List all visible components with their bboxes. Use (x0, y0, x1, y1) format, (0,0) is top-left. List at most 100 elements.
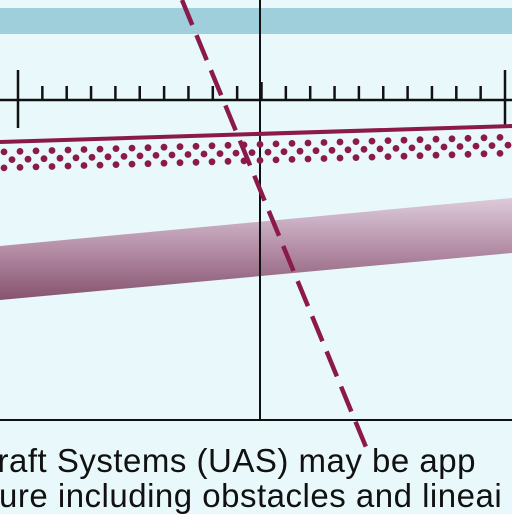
dot (345, 146, 352, 153)
caption-line-1: rcraft Systems (UAS) may be app (0, 443, 512, 479)
dot (113, 145, 120, 152)
dot (433, 136, 440, 143)
dot (225, 142, 232, 149)
dot (49, 147, 56, 154)
dot (153, 152, 160, 159)
dot (193, 143, 200, 150)
dot (497, 150, 504, 157)
dot (369, 138, 376, 145)
dot (353, 138, 360, 145)
dot (17, 148, 24, 155)
dot (209, 158, 216, 165)
dot (377, 146, 384, 153)
dot (161, 144, 168, 151)
dot (425, 144, 432, 151)
dot (369, 154, 376, 161)
dot (177, 143, 184, 150)
dot (105, 153, 112, 160)
caption-line-2: ure including obstacles and lineai (0, 478, 512, 514)
dot (193, 159, 200, 166)
dot (73, 154, 80, 161)
dot (81, 162, 88, 169)
dot (449, 151, 456, 158)
dot (201, 151, 208, 158)
dot (17, 164, 24, 171)
dot (313, 147, 320, 154)
dot (1, 149, 8, 156)
dot (401, 153, 408, 160)
dot (129, 145, 136, 152)
dot (97, 162, 104, 169)
dot (321, 139, 328, 146)
dot (161, 160, 168, 167)
dot (401, 137, 408, 144)
dot (321, 155, 328, 162)
dot (225, 158, 232, 165)
dot (1, 165, 8, 172)
dot (273, 157, 280, 164)
dot (361, 146, 368, 153)
dot (441, 144, 448, 151)
dot (497, 134, 504, 141)
dot (137, 153, 144, 160)
dot (481, 150, 488, 157)
dot (145, 144, 152, 151)
dot (33, 164, 40, 171)
dot (433, 152, 440, 159)
sloped-gradient-band (0, 198, 512, 300)
dot (65, 163, 72, 170)
dot (417, 152, 424, 159)
dot (385, 153, 392, 160)
dot (329, 147, 336, 154)
dot (89, 154, 96, 161)
dot (305, 140, 312, 147)
dot (449, 135, 456, 142)
dot (33, 148, 40, 155)
dot (97, 146, 104, 153)
dot (265, 149, 272, 156)
dot (145, 160, 152, 167)
dot (129, 161, 136, 168)
dot (457, 143, 464, 150)
dot (505, 142, 512, 149)
dot (481, 134, 488, 141)
dot (337, 155, 344, 162)
dot (353, 154, 360, 161)
dot (233, 150, 240, 157)
dot (465, 151, 472, 158)
dot (281, 148, 288, 155)
dot (417, 136, 424, 143)
dot (385, 137, 392, 144)
dot (273, 141, 280, 148)
dot (305, 156, 312, 163)
dot (217, 150, 224, 157)
dot (257, 157, 264, 164)
dot (25, 156, 32, 163)
dot (465, 135, 472, 142)
dot (473, 143, 480, 150)
dot (177, 159, 184, 166)
dot (297, 148, 304, 155)
dot (409, 145, 416, 152)
dot (121, 153, 128, 160)
top-blue-band (0, 8, 512, 34)
dot (169, 152, 176, 159)
dot (49, 163, 56, 170)
dot (257, 141, 264, 148)
dot (289, 140, 296, 147)
dot (65, 147, 72, 154)
dot (209, 142, 216, 149)
dot (185, 151, 192, 158)
dot (9, 156, 16, 163)
dot (57, 155, 64, 162)
dot (249, 149, 256, 156)
dot (113, 161, 120, 168)
dot (81, 146, 88, 153)
dot (337, 139, 344, 146)
dot (41, 155, 48, 162)
dot (489, 142, 496, 149)
dot (393, 145, 400, 152)
dot (289, 156, 296, 163)
ruler-scale (0, 70, 512, 128)
